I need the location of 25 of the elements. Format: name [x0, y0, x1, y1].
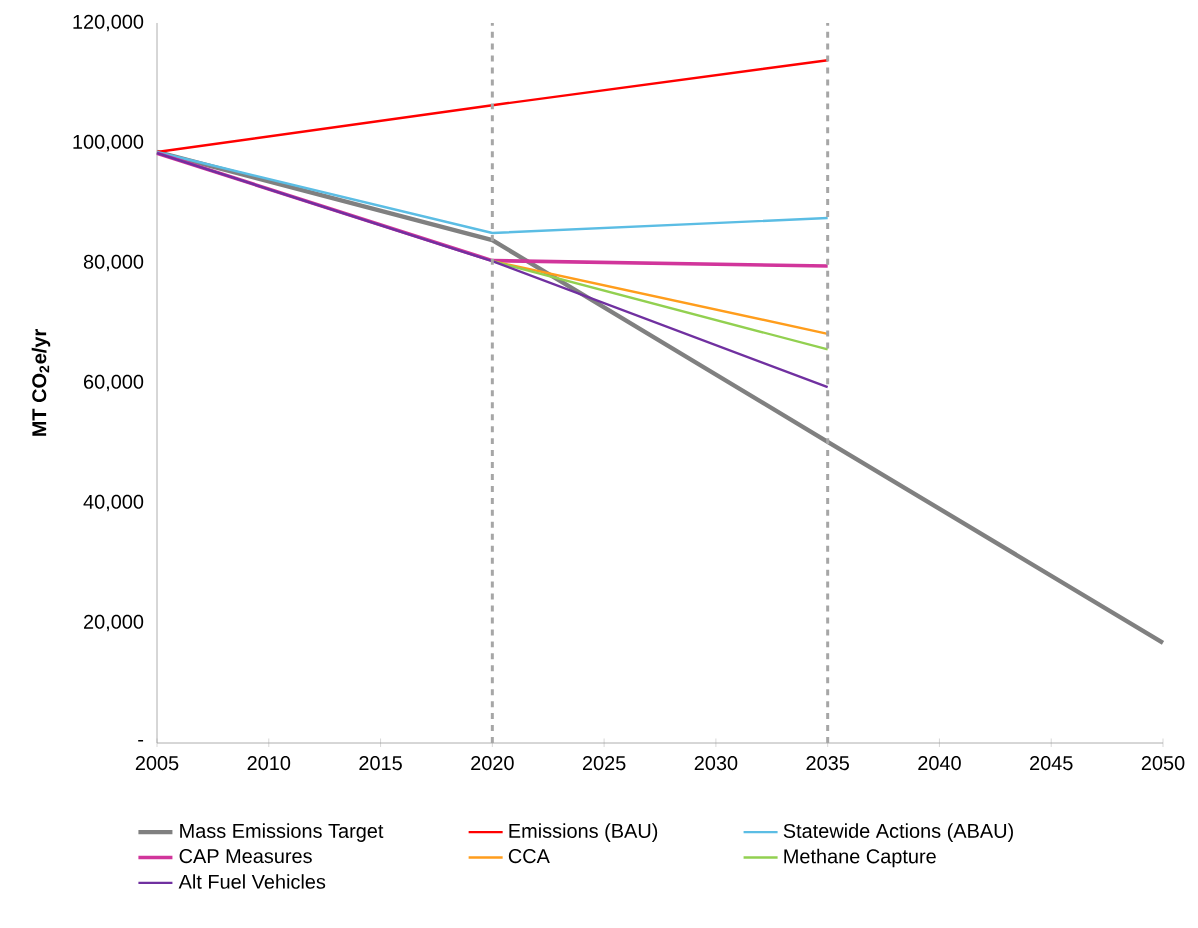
x-tick-label: 2010: [247, 756, 291, 771]
y-tick-label: -: [138, 739, 144, 742]
y-axis-title: MT CO$_{2}$e/yr: [31, 329, 51, 436]
legend-label: Alt Fuel Vehicles: [178, 874, 326, 889]
x-tick-label: 2040: [918, 756, 961, 771]
x-tick-label: 2035: [806, 756, 849, 771]
y-tick-label: 80,000: [83, 254, 144, 272]
x-tick-label: 2015: [359, 756, 402, 771]
x-tick-label: 2050: [1141, 756, 1185, 771]
legend-label: CAP Measures: [179, 849, 312, 864]
x-tick-label: 2045: [1030, 756, 1073, 771]
legend-label: Emissions (BAU): [509, 823, 658, 842]
y-tick-label: 40,000: [83, 494, 144, 512]
x-tick-label: 2030: [694, 756, 738, 771]
y-tick-label: 120,000: [73, 14, 144, 32]
x-tick-label: 2005: [135, 756, 179, 771]
y-tick-label: 60,000: [84, 374, 144, 392]
legend-label: Statewide Actions (ABAU): [783, 823, 1013, 842]
legend-label: CCA: [508, 849, 550, 864]
y-tick-label: 20,000: [84, 614, 144, 632]
y-tick-label: 100,000: [73, 134, 144, 152]
legend-label: Mass Emissions Target: [180, 823, 384, 842]
x-tick-label: 2025: [582, 756, 626, 771]
legend-label: Methane Capture: [784, 848, 936, 868]
x-tick-label: 2020: [471, 756, 514, 771]
